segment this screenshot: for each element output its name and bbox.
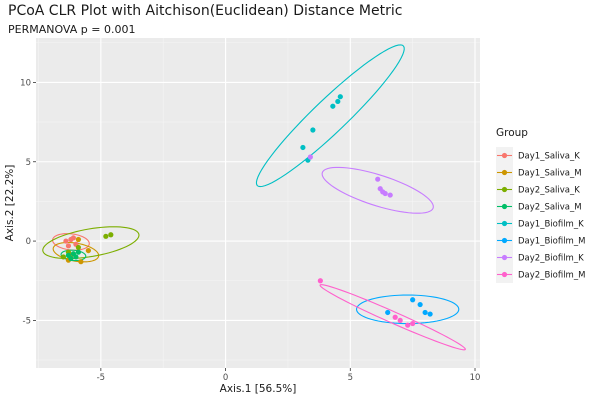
legend-title: Group <box>496 127 528 139</box>
legend-label: Day2_Biofilm_M <box>518 271 585 281</box>
y-tick-label: 10 <box>20 78 31 88</box>
legend-label: Day2_Saliva_M <box>518 203 582 213</box>
y-tick-label: 0 <box>26 237 31 247</box>
legend-key-point <box>501 254 508 261</box>
data-point-day1-saliva-m <box>85 247 91 254</box>
data-point-day2-saliva-m <box>68 255 74 262</box>
y-tick-label: 5 <box>26 158 31 168</box>
legend-label: Day2_Saliva_K <box>518 186 580 196</box>
data-point-day2-biofilm-m <box>410 320 416 327</box>
legend-label: Day2_Biofilm_K <box>518 254 584 264</box>
data-point-day2-saliva-m <box>73 254 79 260</box>
data-point-day1-biofilm-k <box>330 103 336 109</box>
data-point-day1-biofilm-m <box>422 309 428 316</box>
data-point-day1-biofilm-m <box>410 297 416 303</box>
legend-key-point <box>501 152 508 159</box>
x-tick-label: 10 <box>470 373 481 383</box>
data-point-day1-saliva-k <box>65 243 72 249</box>
legend-label: Day1_Saliva_K <box>518 152 580 162</box>
ellipse-day2-biofilm-k <box>321 166 434 214</box>
legend-label: Day1_Biofilm_M <box>518 237 585 247</box>
data-point-day1-biofilm-m <box>427 311 433 317</box>
legend-label: Day1_Saliva_M <box>518 169 582 179</box>
legend-key-point <box>501 203 508 210</box>
data-point-day2-biofilm-m <box>397 317 403 324</box>
chart-subtitle: PERMANOVA p = 0.001 <box>8 23 136 36</box>
x-tick-label: 5 <box>348 373 353 383</box>
legend-key-point <box>501 271 508 278</box>
ellipse-day2-saliva-k <box>42 226 140 260</box>
data-point-day2-biofilm-k <box>380 189 386 195</box>
data-point-day1-biofilm-k <box>310 127 316 133</box>
data-point-day2-biofilm-m <box>392 314 398 320</box>
legend-key-point <box>501 237 508 244</box>
data-point-day2-biofilm-m <box>405 322 411 328</box>
x-tick-label: -5 <box>97 373 105 383</box>
legend-key-point <box>501 220 508 227</box>
data-point-day2-saliva-k <box>75 244 82 251</box>
ellipse-day1-biofilm-m <box>355 294 460 325</box>
data-point-day2-saliva-m <box>75 249 82 255</box>
data-point-day1-saliva-k <box>70 235 77 241</box>
chart-title: PCoA CLR Plot with Aitchison(Euclidean) … <box>8 3 403 19</box>
data-point-day2-saliva-k <box>60 254 67 260</box>
axis-ticks: -5 0 5 10 -5 0 5 10 <box>20 78 480 383</box>
data-point-day1-saliva-m <box>78 259 84 265</box>
x-axis-title: Axis.1 [56.5%] <box>220 383 297 395</box>
data-point-day1-saliva-m <box>75 236 82 243</box>
confidence-ellipses <box>42 44 466 351</box>
data-point-day1-biofilm-m <box>417 301 423 308</box>
data-point-day2-biofilm-m <box>317 278 323 284</box>
data-point-day2-biofilm-k <box>387 192 393 198</box>
legend-label: Day1_Biofilm_K <box>518 220 584 230</box>
data-point-day2-saliva-k <box>103 233 109 239</box>
data-point-day2-saliva-k <box>108 232 114 238</box>
ellipse-day1-biofilm-k <box>255 44 405 188</box>
legend-key-point <box>501 169 508 176</box>
data-point-day1-biofilm-k <box>337 94 343 100</box>
plot-panel <box>36 38 480 368</box>
data-point-day2-biofilm-k <box>375 176 381 182</box>
data-point-day1-biofilm-k <box>300 144 306 151</box>
minor-gridlines <box>36 38 480 368</box>
data-point-day1-biofilm-m <box>385 309 391 316</box>
data-points <box>60 94 433 328</box>
ellipse-day2-biofilm-m <box>319 284 466 351</box>
y-axis-title: Axis.2 [22.2%] <box>4 165 16 242</box>
data-point-day1-biofilm-k <box>335 98 341 105</box>
legend-key-point <box>501 186 508 193</box>
legend: Group Day1_Saliva_K Day1_Saliva_M Day2_Sal… <box>496 127 585 283</box>
y-tick-label: -5 <box>23 316 31 326</box>
data-point-day2-biofilm-k <box>307 154 313 160</box>
data-point-day1-saliva-k <box>63 238 69 244</box>
x-tick-label: 0 <box>223 373 228 383</box>
major-gridlines <box>36 38 480 368</box>
